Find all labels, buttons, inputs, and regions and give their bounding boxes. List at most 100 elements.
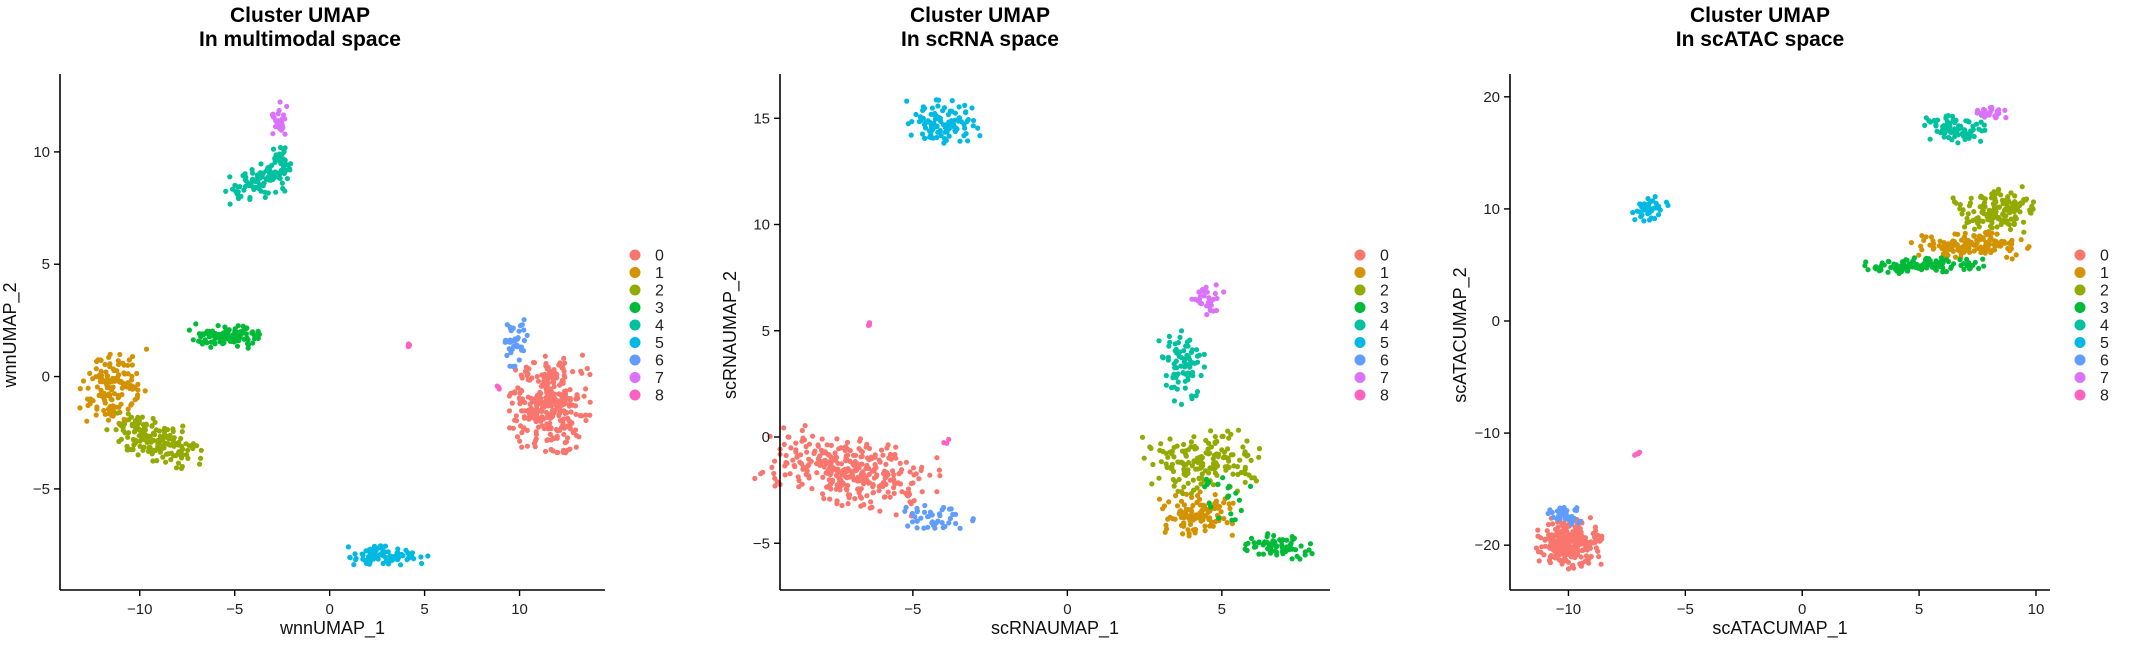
- data-point: [581, 393, 587, 399]
- data-point: [919, 464, 925, 470]
- data-point: [273, 189, 279, 195]
- data-point: [1919, 233, 1925, 239]
- data-point: [970, 516, 976, 522]
- data-point: [2023, 196, 2030, 202]
- data-point: [823, 470, 829, 476]
- x-axis-label: scRNAUMAP_1: [991, 618, 1119, 639]
- data-point: [827, 496, 833, 502]
- data-point: [1982, 245, 1988, 251]
- data-point: [193, 321, 199, 327]
- data-point: [1975, 107, 1981, 113]
- data-point: [2013, 216, 2019, 222]
- data-point: [1180, 531, 1186, 537]
- data-point: [583, 417, 589, 424]
- data-point: [116, 361, 122, 368]
- data-point: [839, 502, 845, 509]
- data-point: [916, 119, 922, 125]
- data-point: [1192, 296, 1198, 302]
- legend-swatch-7: [629, 372, 641, 383]
- data-point: [140, 422, 146, 428]
- data-point: [161, 430, 168, 436]
- data-point: [1556, 543, 1562, 549]
- data-point: [801, 437, 807, 443]
- data-point: [234, 343, 241, 349]
- data-point: [845, 501, 851, 507]
- data-point: [1957, 202, 1963, 208]
- data-point: [1637, 201, 1643, 207]
- cluster-7-points: [269, 99, 290, 137]
- data-point: [1922, 122, 1928, 128]
- data-point: [525, 394, 531, 400]
- data-point: [1177, 349, 1183, 355]
- data-point: [1183, 506, 1189, 513]
- data-point: [573, 411, 579, 417]
- data-point: [1204, 312, 1210, 318]
- data-point: [1178, 401, 1185, 407]
- legend-label-3: 3: [2100, 300, 2109, 317]
- data-point: [1159, 354, 1165, 360]
- data-point: [272, 159, 278, 165]
- data-point: [559, 365, 565, 371]
- data-point: [1163, 373, 1169, 379]
- data-point: [885, 489, 891, 495]
- data-point: [196, 338, 202, 344]
- data-point: [2019, 184, 2025, 190]
- data-point: [864, 493, 870, 499]
- data-point: [1253, 544, 1259, 550]
- data-point: [562, 440, 568, 446]
- data-point: [119, 392, 125, 398]
- data-point: [934, 134, 940, 141]
- data-point: [923, 125, 929, 131]
- data-point: [911, 498, 917, 504]
- data-point: [160, 454, 166, 460]
- data-point: [1955, 132, 1961, 138]
- data-point: [419, 560, 425, 567]
- legend-swatch-6: [1354, 354, 1366, 366]
- data-point: [1190, 502, 1196, 509]
- data-point: [1559, 520, 1565, 526]
- data-point: [859, 449, 865, 455]
- data-point: [760, 469, 766, 475]
- data-point: [1992, 195, 1998, 201]
- data-point: [1865, 267, 1871, 273]
- data-point: [277, 99, 283, 105]
- data-point: [94, 406, 100, 412]
- data-point: [1289, 556, 1295, 562]
- data-point: [142, 431, 148, 437]
- data-point: [1294, 553, 1300, 559]
- data-point: [157, 433, 163, 439]
- data-point: [1221, 289, 1227, 295]
- data-point: [1226, 501, 1232, 507]
- data-point: [1927, 119, 1934, 125]
- data-point: [542, 353, 548, 359]
- data-point: [223, 188, 229, 194]
- legend-swatch-3: [629, 302, 641, 313]
- data-point: [553, 426, 560, 433]
- data-point: [1173, 493, 1179, 499]
- data-point: [367, 558, 373, 564]
- data-point: [179, 455, 185, 461]
- data-point: [117, 351, 123, 358]
- data-point: [969, 105, 975, 111]
- cluster-6-points: [902, 502, 976, 531]
- data-point: [792, 464, 798, 470]
- cluster-6-points: [502, 317, 530, 370]
- data-point: [1993, 114, 1999, 120]
- data-point: [1165, 454, 1171, 460]
- legend-swatch-4: [629, 319, 641, 331]
- data-point: [821, 496, 827, 502]
- data-point: [1216, 515, 1222, 521]
- data-point: [104, 427, 110, 433]
- legend-label-4: 4: [2100, 318, 2109, 335]
- data-point: [2004, 254, 2010, 260]
- data-point: [518, 423, 524, 429]
- data-point: [1588, 553, 1594, 560]
- data-point: [1180, 370, 1186, 376]
- data-point: [1545, 521, 1552, 528]
- data-point: [245, 342, 252, 348]
- data-point: [1180, 490, 1186, 497]
- data-point: [533, 429, 539, 435]
- data-point: [1192, 530, 1198, 536]
- data-point: [157, 438, 163, 444]
- data-point: [1198, 481, 1204, 487]
